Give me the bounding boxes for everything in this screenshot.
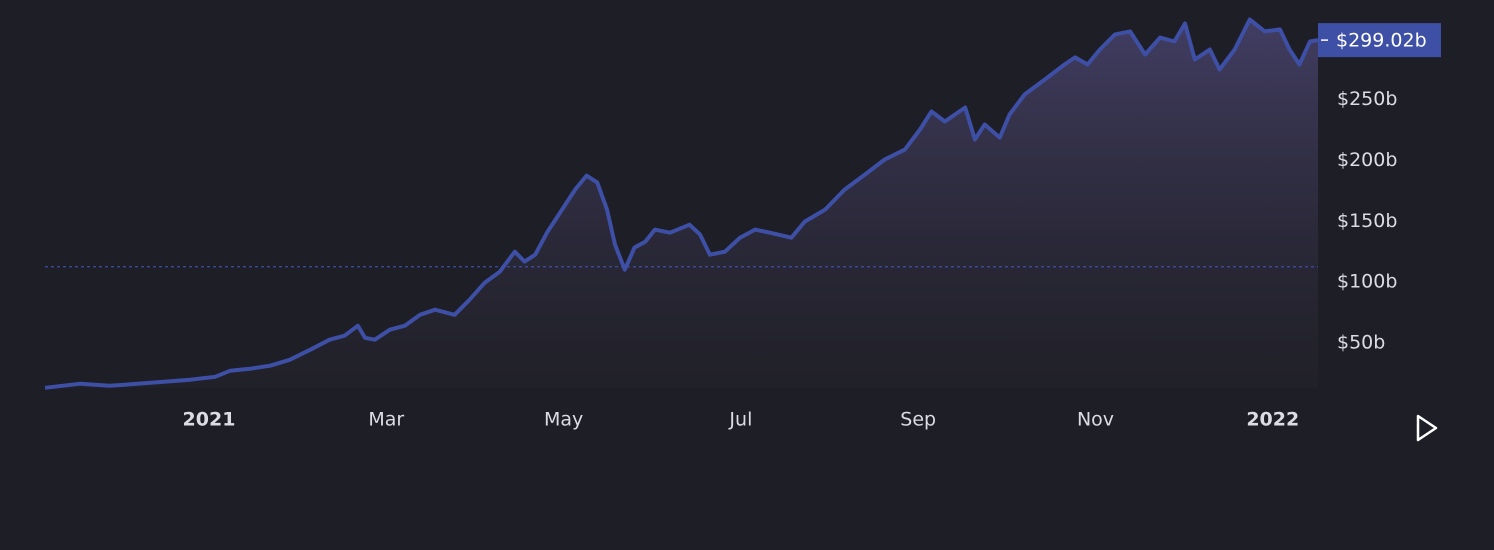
- x-tick-label: 2022: [1246, 409, 1299, 431]
- x-tick-label: Jul: [728, 409, 752, 431]
- y-tick-label: $250b: [1337, 88, 1397, 110]
- play-button[interactable]: [1416, 414, 1438, 442]
- x-tick-label: May: [544, 409, 583, 431]
- area-fill: [45, 19, 1318, 388]
- plot-area: $50b $100b $150b $200b $250b 2021 Mar May Jul Sep…: [44, 17, 1441, 431]
- y-tick-label: $200b: [1337, 149, 1397, 171]
- x-tick-label: Sep: [900, 409, 936, 431]
- y-tick-label: $150b: [1337, 210, 1397, 232]
- price-label: $299.02b: [1336, 30, 1427, 52]
- x-tick-label: Nov: [1077, 409, 1114, 431]
- y-tick-label: $50b: [1337, 331, 1385, 353]
- line: [44, 17, 1319, 390]
- x-tick-label: 2021: [183, 409, 236, 431]
- x-tick-label: Mar: [368, 409, 404, 431]
- y-tick-label: $100b: [1337, 271, 1397, 293]
- price-label-box: [1318, 23, 1441, 58]
